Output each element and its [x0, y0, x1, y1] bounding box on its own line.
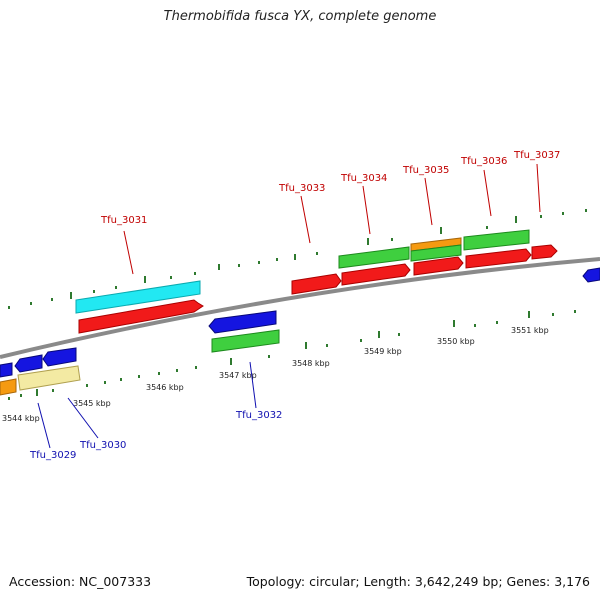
kbp-label: 3551 kbp [511, 326, 549, 335]
gene-red[interactable] [465, 248, 532, 269]
kbp-labels: 3544 kbp 3545 kbp 3546 kbp 3547 kbp 3548… [2, 326, 549, 423]
gene-label: Tfu_3032 [235, 410, 282, 421]
gene-red[interactable] [291, 273, 342, 295]
gene-green[interactable] [211, 329, 280, 353]
topology-text: Topology: circular; Length: 3,642,249 bp… [246, 574, 590, 589]
kbp-label: 3548 kbp [292, 359, 330, 368]
gene-red[interactable] [531, 244, 558, 260]
gene-label: Tfu_3031 [100, 215, 147, 226]
label-leaders [37, 163, 541, 449]
gene-blue[interactable] [208, 310, 277, 334]
gene-blue[interactable] [14, 354, 43, 373]
gene-label: Tfu_3033 [278, 183, 325, 194]
gene-green[interactable] [463, 229, 530, 251]
lower-scale [8, 310, 576, 400]
kbp-label: 3544 kbp [2, 414, 40, 423]
gene-label: Tfu_3037 [513, 150, 560, 161]
gene-blue[interactable] [0, 362, 13, 378]
gene-khaki[interactable] [17, 365, 81, 391]
gene-red[interactable] [78, 299, 204, 334]
kbp-label: 3550 kbp [437, 337, 475, 346]
gene-red[interactable] [413, 256, 464, 276]
gene-green[interactable] [410, 244, 462, 262]
kbp-label: 3545 kbp [73, 399, 111, 408]
upper-scale [8, 209, 587, 309]
gene-labels-top: Tfu_3031 Tfu_3033 Tfu_3034 Tfu_3035 Tfu_… [100, 150, 560, 226]
gene-label: Tfu_3036 [460, 156, 507, 167]
gene-label: Tfu_3034 [340, 173, 387, 184]
gene-labels-bottom: Tfu_3029 Tfu_3030 Tfu_3032 [29, 410, 282, 461]
gene-orange[interactable] [0, 378, 17, 396]
gene-red[interactable] [341, 263, 411, 286]
kbp-label: 3546 kbp [146, 383, 184, 392]
gene-cyan[interactable] [75, 280, 201, 314]
accession-text: Accession: NC_007333 [9, 574, 152, 589]
gene-blue[interactable] [582, 267, 600, 283]
forward-genes [75, 229, 600, 334]
genome-backbone [0, 257, 600, 359]
gene-label: Tfu_3030 [79, 440, 126, 451]
kbp-label: 3547 kbp [219, 371, 257, 380]
gene-label: Tfu_3029 [29, 450, 76, 461]
kbp-label: 3549 kbp [364, 347, 402, 356]
genome-title: Thermobifida fusca YX, complete genome [163, 9, 437, 24]
gene-label: Tfu_3035 [402, 165, 449, 176]
gene-green[interactable] [338, 246, 410, 269]
gene-blue[interactable] [42, 347, 77, 367]
reverse-genes [0, 310, 280, 396]
